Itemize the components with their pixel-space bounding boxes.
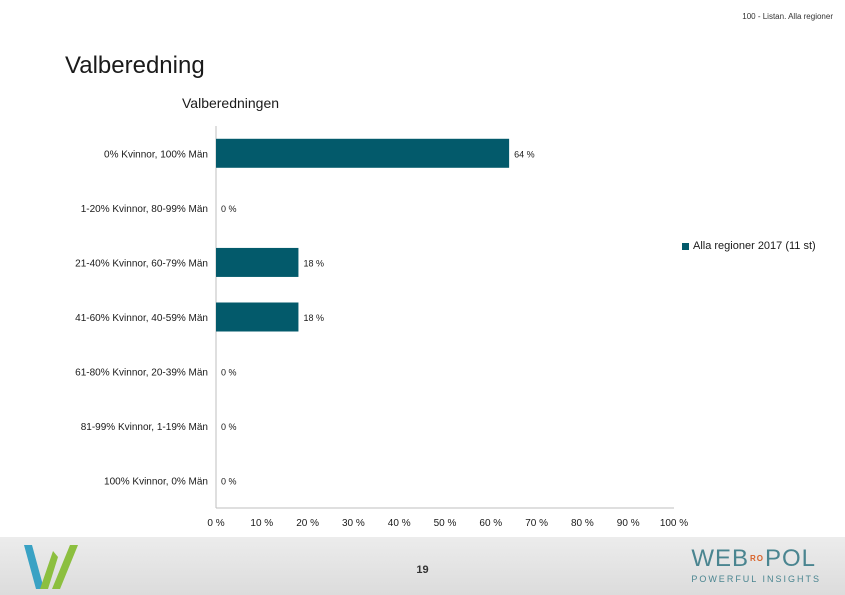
x-tick-label: 50 % [434,518,457,529]
data-label: 64 % [514,149,535,159]
x-tick-label: 90 % [617,518,640,529]
footer: 19 WEB RO POL POWERFUL INSIGHTS [0,537,845,595]
webropol-logo: WEB RO POL POWERFUL INSIGHTS [691,545,821,584]
y-category-label: 21-40% Kvinnor, 60-79% Män [75,258,208,269]
bar [216,248,298,277]
brand-tagline: POWERFUL INSIGHTS [691,574,821,584]
bar-chart: 0 % 10 % 20 % 30 % 40 % 50 % 60 % 70 % 80 % 90 % 1… [0,0,845,540]
data-label: 18 % [303,313,324,323]
brand-ro: RO [750,555,764,563]
y-category-label: 81-99% Kvinnor, 1-19% Män [81,422,208,433]
data-label: 0 % [221,422,237,432]
legend-label: Alla regioner 2017 (11 st) [693,240,816,252]
x-tick-label: 0 % [207,518,224,529]
brand-pol: POL [765,545,816,573]
data-label: 18 % [303,258,324,268]
y-category-label: 61-80% Kvinnor, 20-39% Män [75,368,208,379]
legend-swatch [682,243,689,250]
x-tick-label: 70 % [525,518,548,529]
bar [216,139,509,168]
y-category-label: 0% Kvinnor, 100% Män [104,149,208,160]
data-label: 0 % [221,368,237,378]
y-category-label: 1-20% Kvinnor, 80-99% Män [81,204,208,215]
chart-legend: Alla regioner 2017 (11 st) [682,240,816,252]
x-tick-label: 10 % [250,518,273,529]
y-category-label: 41-60% Kvinnor, 40-59% Män [75,313,208,324]
data-label: 0 % [221,204,237,214]
x-tick-label: 30 % [342,518,365,529]
brand-web: WEB [691,545,749,573]
data-label: 0 % [221,477,237,487]
x-tick-label: 60 % [479,518,502,529]
x-tick-label: 20 % [296,518,319,529]
x-tick-label: 80 % [571,518,594,529]
bar [216,303,298,332]
y-category-label: 100% Kvinnor, 0% Män [104,477,208,488]
x-tick-label: 100 % [660,518,688,529]
x-tick-label: 40 % [388,518,411,529]
